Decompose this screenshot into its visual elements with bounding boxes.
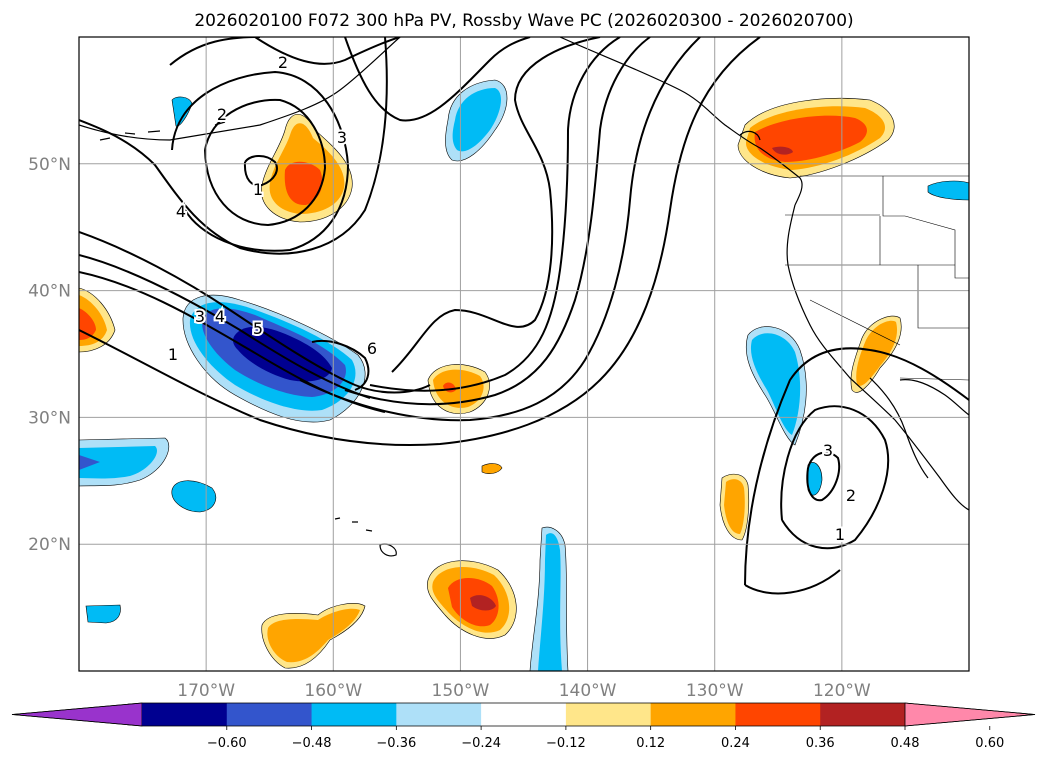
contour-low-ca-2 — [780, 405, 890, 550]
anomaly-neg-ca-2 — [750, 333, 801, 435]
contour-gulf-2 — [254, 37, 401, 65]
longitude-label: 160°W — [304, 681, 362, 701]
colorbar-frame — [11, 702, 1036, 727]
contour-gulf-1 — [344, 37, 531, 122]
colorbar-tick-label: −0.60 — [207, 736, 247, 751]
coast-baja — [869, 377, 929, 479]
colorbar-tick-label: −0.48 — [292, 736, 332, 751]
longitude-label: 140°W — [559, 681, 617, 701]
contour-label: 5 — [253, 319, 263, 338]
contour-label: 1 — [253, 180, 263, 199]
anomaly-pos-tiny — [481, 463, 503, 474]
state-borders — [785, 175, 969, 381]
contour-label: 2 — [278, 53, 288, 72]
anomaly-neg-small2 — [85, 604, 121, 624]
colorbar-segment — [396, 703, 482, 726]
anomaly-pos-south-2 — [267, 608, 360, 663]
contour-ridge-6 — [311, 340, 370, 391]
anomaly-neg-west-3 — [79, 455, 100, 470]
anomaly-neg-band-2 — [538, 533, 562, 671]
colorbar-tick-label: −0.36 — [376, 736, 416, 751]
latitude-label: 40°N — [28, 282, 71, 302]
contour-4-left — [79, 37, 388, 255]
anomaly-pos-gulf-3 — [284, 161, 323, 206]
contour-big-2 — [299, 37, 701, 422]
colorbar-segment — [311, 703, 397, 726]
anomaly-pos-baja-2 — [856, 320, 898, 386]
contour-low-ca-3 — [806, 451, 841, 502]
shaded-anomalies — [79, 79, 969, 671]
contour-label: 2 — [846, 486, 856, 505]
island-hawaii-2 — [334, 517, 373, 532]
longitude-label: 120°W — [813, 681, 871, 701]
latitude-label: 50°N — [28, 155, 71, 175]
anomaly-pos-hawaii-ne-4 — [470, 595, 496, 611]
contour-low-ca-4 — [744, 569, 841, 595]
colorbar-segment — [142, 703, 228, 726]
island-bc — [739, 130, 761, 141]
anomaly-pos-tropic-2 — [724, 479, 745, 534]
colorbar-tick-label: 0.48 — [891, 736, 920, 751]
anomaly-neg-west-2 — [79, 446, 158, 479]
contour-labels: 1 2 3 4 5 6 1 2 3 4 1 2 3 — [166, 51, 858, 546]
colorbar-tick-label: 0.60 — [975, 736, 1004, 751]
colorbar-segment — [735, 703, 821, 726]
colorbar-tick-label: −0.24 — [461, 736, 501, 751]
coast-alaska-pen — [79, 37, 401, 141]
colorbar-segment — [565, 703, 652, 726]
longitude-label: 150°W — [432, 681, 490, 701]
contour-label: 2 — [217, 105, 227, 124]
colorbar-tick-label: 0.12 — [636, 736, 665, 751]
longitude-label: 170°W — [177, 681, 235, 701]
contour-big-4 — [369, 37, 621, 392]
contour-label: 3 — [823, 441, 833, 460]
contour-label: 3 — [337, 128, 347, 147]
figure-title: 2026020100 F072 300 hPa PV, Rossby Wave … — [194, 11, 853, 31]
contour-low-1 — [243, 155, 278, 187]
latitude-label: 30°N — [28, 408, 71, 428]
colorbar-extend-max — [904, 702, 1036, 727]
latitude-label: 20°N — [28, 535, 71, 555]
island-aleut — [99, 121, 226, 141]
contour-trough-1 — [79, 231, 431, 394]
contour-label: 1 — [835, 525, 845, 544]
contour-big-3 — [344, 37, 651, 406]
contour-low-ca-1 — [744, 347, 969, 586]
pv-contours — [79, 37, 969, 595]
anomaly-pos-bc-4 — [772, 146, 793, 155]
colorbar-segment — [820, 703, 906, 726]
colorbar-tick-label: 0.36 — [806, 736, 835, 751]
coast-alaska — [559, 37, 803, 206]
colorbar-tick-label: −0.12 — [546, 736, 586, 751]
contour-label: 6 — [367, 339, 377, 358]
latitude-labels: 50°N 40°N 30°N 20°N — [28, 155, 71, 555]
contour-big-1 — [79, 37, 761, 446]
contour-label: 1 — [168, 345, 178, 364]
colorbar-extend-min — [11, 702, 143, 727]
contour-label: 4 — [176, 202, 186, 221]
colorbar: −0.60 −0.48 −0.36 −0.24 −0.12 0.12 0.24 0.36 0.4… — [11, 702, 1036, 751]
contour-label: 3 — [195, 307, 205, 326]
contour-trough-2 — [79, 254, 371, 399]
graticule — [79, 37, 969, 671]
colorbar-segment — [650, 703, 736, 726]
colorbar-tick-label: 0.24 — [721, 736, 750, 751]
anomaly-neg-east — [927, 180, 969, 201]
coast-mex-inner — [899, 379, 969, 416]
longitude-label: 130°W — [686, 681, 744, 701]
contour-big-5 — [391, 37, 601, 373]
contour-low-2 — [204, 98, 327, 227]
colorbar-segment — [481, 703, 567, 726]
contour-low-3 — [171, 70, 350, 252]
anomaly-neg-small1 — [171, 480, 216, 513]
longitude-labels: 170°W 160°W 150°W 140°W 130°W 120°W — [177, 681, 871, 701]
contour-label: 4 — [215, 307, 225, 326]
map-frame — [78, 36, 970, 672]
colorbar-segment — [226, 703, 313, 726]
anomaly-neg-gulf-2 — [452, 88, 502, 152]
